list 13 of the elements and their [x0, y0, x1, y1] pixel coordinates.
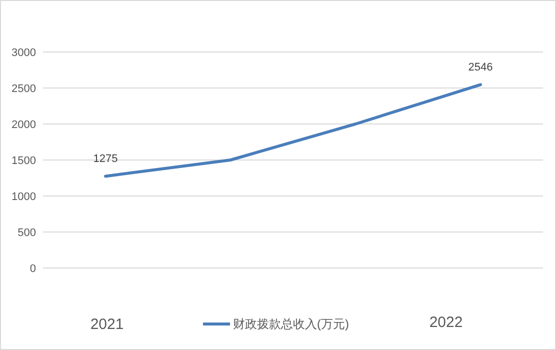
- data-label: 1275: [93, 153, 118, 166]
- legend: 财政拨款总收入(万元): [203, 317, 349, 331]
- y-tick-label: 500: [18, 227, 36, 239]
- y-tick-label: 3000: [12, 47, 36, 59]
- text: 2022: [429, 314, 463, 331]
- text: 2021: [90, 316, 124, 333]
- y-tick-label: 2000: [12, 119, 36, 131]
- legend-label: 财政拨款总收入(万元): [233, 317, 349, 331]
- y-tick-label: 2500: [12, 83, 36, 95]
- y-tick-label: 0: [30, 263, 36, 275]
- y-tick-label: 1500: [12, 155, 36, 167]
- y-tick-label: 1000: [12, 191, 36, 203]
- data-label: 2546: [468, 62, 493, 74]
